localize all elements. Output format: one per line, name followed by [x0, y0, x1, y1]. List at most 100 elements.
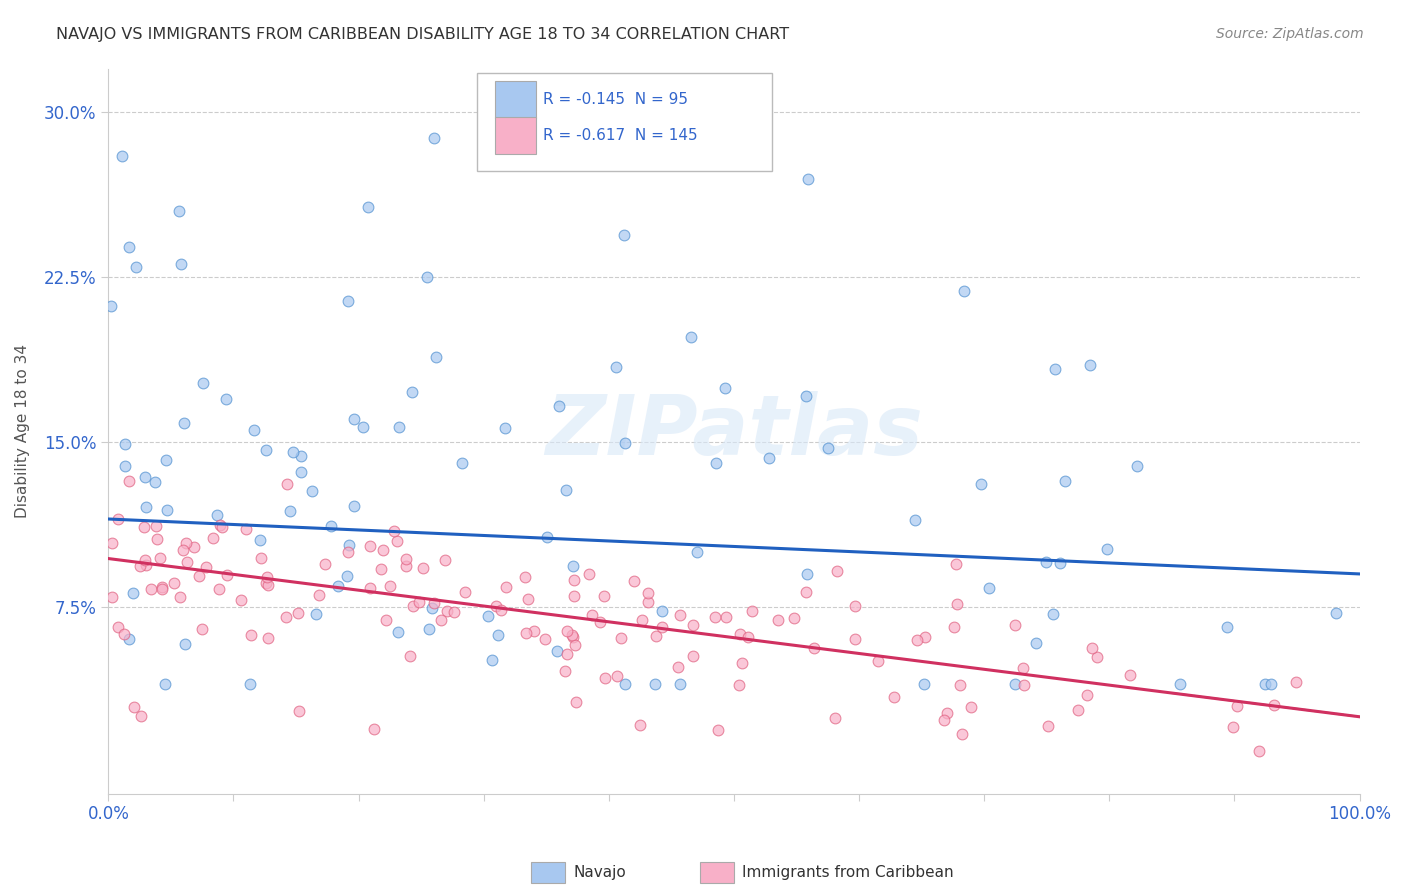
Point [484, 599, 506, 613]
Point [610, 631, 633, 645]
Y-axis label: Disability Age 18 to 34: Disability Age 18 to 34 [15, 344, 30, 518]
Point [564, 638, 586, 652]
Point [174, 536, 197, 550]
Point [1078, 358, 1101, 372]
Point [387, 624, 409, 639]
Point [135, 558, 157, 572]
Point [156, 503, 179, 517]
Point [135, 500, 157, 514]
Point [623, 574, 645, 588]
Point [254, 575, 277, 590]
Point [488, 628, 510, 642]
Point [637, 595, 659, 609]
Point [960, 699, 983, 714]
Point [155, 453, 177, 467]
Point [146, 533, 169, 547]
Point [1119, 668, 1142, 682]
Point [1011, 661, 1033, 675]
Text: R = -0.617  N = 145: R = -0.617 N = 145 [543, 128, 697, 143]
Point [628, 718, 651, 732]
Point [254, 442, 277, 457]
Point [274, 609, 297, 624]
Point [183, 541, 205, 555]
Point [561, 630, 583, 644]
Point [134, 470, 156, 484]
Point [681, 330, 703, 344]
Point [256, 570, 278, 584]
Point [794, 585, 817, 599]
Point [912, 677, 935, 691]
Point [728, 627, 751, 641]
Point [1222, 719, 1244, 733]
Point [149, 550, 172, 565]
Point [554, 664, 576, 678]
Point [1260, 677, 1282, 691]
Point [141, 582, 163, 597]
Point [513, 569, 536, 583]
Point [1042, 607, 1064, 621]
Point [101, 536, 124, 550]
Point [319, 519, 342, 533]
Point [191, 623, 214, 637]
Point [408, 595, 430, 609]
Point [101, 590, 124, 604]
Point [395, 552, 418, 566]
Point [1043, 362, 1066, 376]
Point [301, 483, 323, 498]
Text: Source: ZipAtlas.com: Source: ZipAtlas.com [1216, 27, 1364, 41]
Point [150, 582, 173, 596]
Point [287, 607, 309, 621]
Point [176, 555, 198, 569]
Point [557, 647, 579, 661]
Point [278, 504, 301, 518]
Text: Immigrants from Caribbean: Immigrants from Caribbean [742, 865, 955, 880]
Point [935, 706, 957, 720]
Point [343, 412, 366, 426]
Point [231, 592, 253, 607]
Point [314, 558, 336, 572]
Point [373, 542, 395, 557]
Point [249, 533, 271, 547]
Point [305, 607, 328, 621]
Point [1126, 458, 1149, 473]
Point [593, 671, 616, 685]
Point [401, 385, 423, 400]
Point [173, 637, 195, 651]
Point [394, 559, 416, 574]
Point [578, 567, 600, 582]
Point [651, 604, 673, 618]
Point [215, 568, 238, 582]
Point [564, 695, 586, 709]
Point [433, 553, 456, 567]
Point [714, 609, 737, 624]
Point [562, 573, 585, 587]
Point [235, 522, 257, 536]
Point [727, 678, 749, 692]
Point [817, 441, 839, 455]
Point [1263, 698, 1285, 712]
Point [554, 483, 576, 497]
Point [422, 130, 444, 145]
Point [1081, 640, 1104, 655]
Point [173, 416, 195, 430]
Point [211, 520, 233, 534]
Point [904, 513, 927, 527]
Point [489, 603, 512, 617]
Point [387, 420, 409, 434]
Point [382, 524, 405, 538]
Point [794, 390, 817, 404]
Point [731, 657, 754, 671]
Point [737, 630, 759, 644]
Point [1049, 556, 1071, 570]
Point [124, 699, 146, 714]
Point [669, 607, 692, 622]
Text: ZIPatlas: ZIPatlas [546, 391, 922, 472]
Point [630, 613, 652, 627]
Point [129, 559, 152, 574]
Point [548, 399, 571, 413]
Point [1226, 698, 1249, 713]
Text: Navajo: Navajo [574, 865, 627, 880]
Point [741, 603, 763, 617]
Point [934, 714, 956, 728]
Point [375, 613, 398, 627]
